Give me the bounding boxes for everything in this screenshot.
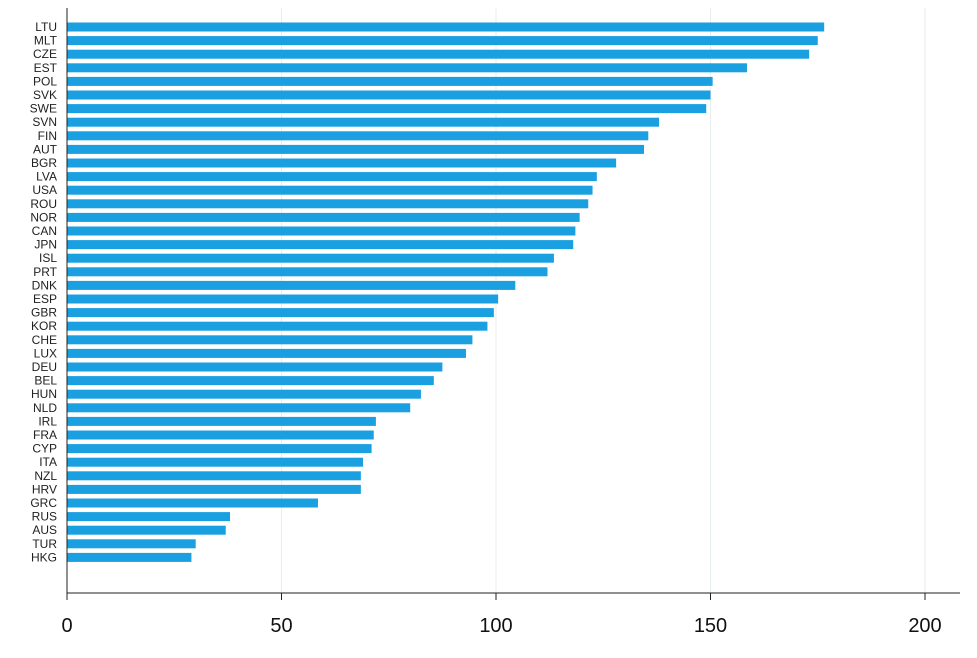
bar-ltu — [67, 22, 825, 32]
bar-grc — [67, 498, 318, 508]
category-label-prt: PRT — [33, 265, 57, 279]
category-label-swe: SWE — [30, 102, 57, 116]
bar-cze — [67, 49, 810, 59]
bar-deu — [67, 362, 443, 372]
category-label-bgr: BGR — [31, 156, 57, 170]
category-label-cyp: CYP — [32, 442, 57, 456]
category-label-isl: ISL — [39, 251, 57, 265]
category-label-hun: HUN — [31, 387, 57, 401]
category-label-svk: SVK — [33, 88, 57, 102]
category-label-ltu: LTU — [35, 20, 57, 34]
category-label-usa: USA — [32, 183, 57, 197]
bar-nzl — [67, 471, 361, 481]
category-label-dnk: DNK — [32, 278, 57, 292]
category-label-svn: SVN — [32, 115, 57, 129]
bar-dnk — [67, 280, 516, 290]
bar-ita — [67, 457, 364, 467]
bar-rou — [67, 199, 589, 209]
category-label-tur: TUR — [32, 537, 57, 551]
category-labels: LTUMLTCZEESTPOLSVKSWESVNFINAUTBGRLVAUSAR… — [30, 20, 58, 564]
category-label-hkg: HKG — [31, 550, 57, 564]
bar-isl — [67, 253, 554, 263]
category-label-nor: NOR — [30, 210, 57, 224]
category-label-aut: AUT — [33, 142, 58, 156]
bar-lux — [67, 348, 466, 358]
bar-can — [67, 226, 576, 236]
category-label-che: CHE — [32, 333, 57, 347]
category-label-deu: DEU — [32, 360, 57, 374]
bar-est — [67, 63, 747, 73]
category-label-jpn: JPN — [34, 238, 57, 252]
category-label-pol: POL — [33, 74, 57, 88]
x-tick-label-150: 150 — [694, 615, 727, 637]
bar-jpn — [67, 240, 574, 250]
bar-tur — [67, 539, 196, 549]
category-label-nzl: NZL — [34, 469, 57, 483]
bar-fin — [67, 131, 649, 141]
bar-hkg — [67, 552, 192, 562]
bar-prt — [67, 267, 548, 277]
bar-hun — [67, 389, 421, 399]
bar-irl — [67, 416, 376, 426]
category-label-fra: FRA — [33, 428, 57, 442]
x-tick-label-100: 100 — [479, 615, 512, 637]
category-label-can: CAN — [32, 224, 57, 238]
category-label-est: EST — [34, 61, 58, 75]
bar-kor — [67, 321, 488, 331]
category-label-lux: LUX — [34, 346, 57, 360]
bar-svk — [67, 90, 711, 100]
bar-fra — [67, 430, 374, 440]
bar-swe — [67, 104, 707, 114]
bars — [67, 22, 825, 562]
bar-lva — [67, 172, 597, 182]
bar-nor — [67, 212, 580, 222]
x-tick-label-200: 200 — [908, 615, 941, 637]
category-label-fin: FIN — [38, 129, 57, 143]
category-label-rus: RUS — [32, 510, 57, 524]
x-tick-label-50: 50 — [270, 615, 292, 637]
category-label-lva: LVA — [36, 170, 57, 184]
bar-cyp — [67, 444, 372, 454]
category-label-nld: NLD — [33, 401, 57, 415]
x-ticks: 0 50 100 150 200 — [61, 593, 942, 637]
category-label-kor: KOR — [31, 319, 57, 333]
bar-aus — [67, 525, 226, 535]
bar-pol — [67, 76, 713, 86]
bar-aut — [67, 144, 644, 154]
category-label-esp: ESP — [33, 292, 57, 306]
category-label-grc: GRC — [30, 496, 57, 510]
bar-mlt — [67, 36, 818, 46]
category-label-aus: AUS — [32, 523, 57, 537]
bar-hrv — [67, 484, 361, 494]
category-label-mlt: MLT — [34, 34, 58, 48]
bar-bel — [67, 376, 434, 386]
bar-usa — [67, 185, 593, 195]
category-label-cze: CZE — [33, 47, 57, 61]
category-label-irl: IRL — [38, 414, 57, 428]
bar-esp — [67, 294, 499, 304]
bar-rus — [67, 512, 231, 522]
category-label-hrv: HRV — [32, 482, 57, 496]
category-label-rou: ROU — [30, 197, 57, 211]
bar-gbr — [67, 308, 494, 318]
x-tick-label-0: 0 — [61, 615, 72, 637]
category-label-ita: ITA — [39, 455, 57, 469]
category-label-gbr: GBR — [31, 306, 57, 320]
bar-bgr — [67, 158, 617, 168]
bar-nld — [67, 403, 411, 413]
bar-che — [67, 335, 473, 345]
bar-svn — [67, 117, 660, 127]
category-label-bel: BEL — [34, 374, 57, 388]
